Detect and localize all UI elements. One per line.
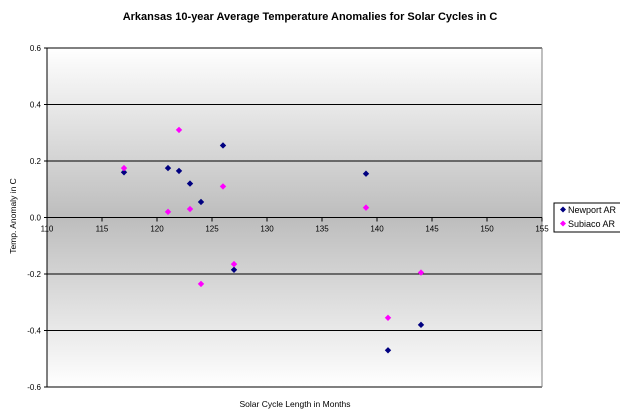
x-tick-label: 110 (41, 225, 54, 234)
subiaco-point (384, 314, 392, 321)
legend-marker-newport (560, 206, 566, 213)
newport-point (186, 180, 194, 187)
x-tick-label: 140 (370, 225, 384, 234)
y-tick-label: 0.0 (30, 214, 42, 223)
legend: Newport AR Subiaco AR (553, 202, 620, 233)
y-axis-label: Temp. Anomaly in C (8, 178, 18, 254)
x-tick-label: 120 (150, 225, 164, 234)
x-tick-label: 115 (96, 225, 109, 234)
newport-point (120, 169, 128, 176)
subiaco-point (175, 126, 183, 134)
x-axis-label: Solar Cycle Length in Months (239, 399, 350, 409)
x-tick-label: 155 (535, 225, 549, 234)
subiaco-point (230, 260, 238, 268)
y-tick-label: 0.4 (30, 101, 42, 110)
legend-box (553, 202, 620, 233)
subiaco-point (164, 208, 172, 216)
chart-title: Arkansas 10-year Average Temperature Ano… (123, 11, 498, 23)
legend-label-newport: Newport AR (568, 205, 617, 215)
y-tick-label: -0.6 (27, 383, 41, 392)
subiaco-point (362, 204, 370, 211)
x-tick-label: 125 (205, 225, 219, 234)
subiaco-point (186, 205, 194, 213)
subiaco-point (219, 183, 227, 190)
newport-point (175, 167, 183, 175)
subiaco-point (197, 280, 205, 288)
tick-labels: 0.6 0.4 0.2 0.0 -0.2 -0.4 -0.6 110 115 120 125 130 1… (27, 44, 549, 392)
y-tick-label: 0.6 (30, 44, 42, 53)
x-tick-label: 145 (425, 225, 439, 234)
grid-lines (47, 47, 542, 388)
newport-point (197, 198, 205, 206)
data-points (120, 126, 425, 354)
x-tick-label: 150 (480, 225, 494, 234)
newport-point (219, 142, 227, 149)
x-tick-label: 135 (315, 225, 329, 234)
y-tick-label: 0.2 (30, 157, 42, 166)
newport-point (417, 321, 425, 329)
x-tick-label: 130 (260, 225, 274, 234)
subiaco-point (417, 269, 425, 276)
legend-marker-subiaco (560, 220, 566, 227)
y-tick-label: -0.4 (27, 327, 41, 336)
newport-point (230, 266, 238, 273)
subiaco-point (120, 164, 128, 172)
legend-label-subiaco: Subiaco AR (568, 219, 616, 229)
newport-point (384, 347, 392, 354)
y-tick-label: -0.2 (27, 270, 41, 279)
newport-point (362, 170, 370, 177)
newport-point (164, 164, 172, 172)
axes (44, 47, 543, 388)
